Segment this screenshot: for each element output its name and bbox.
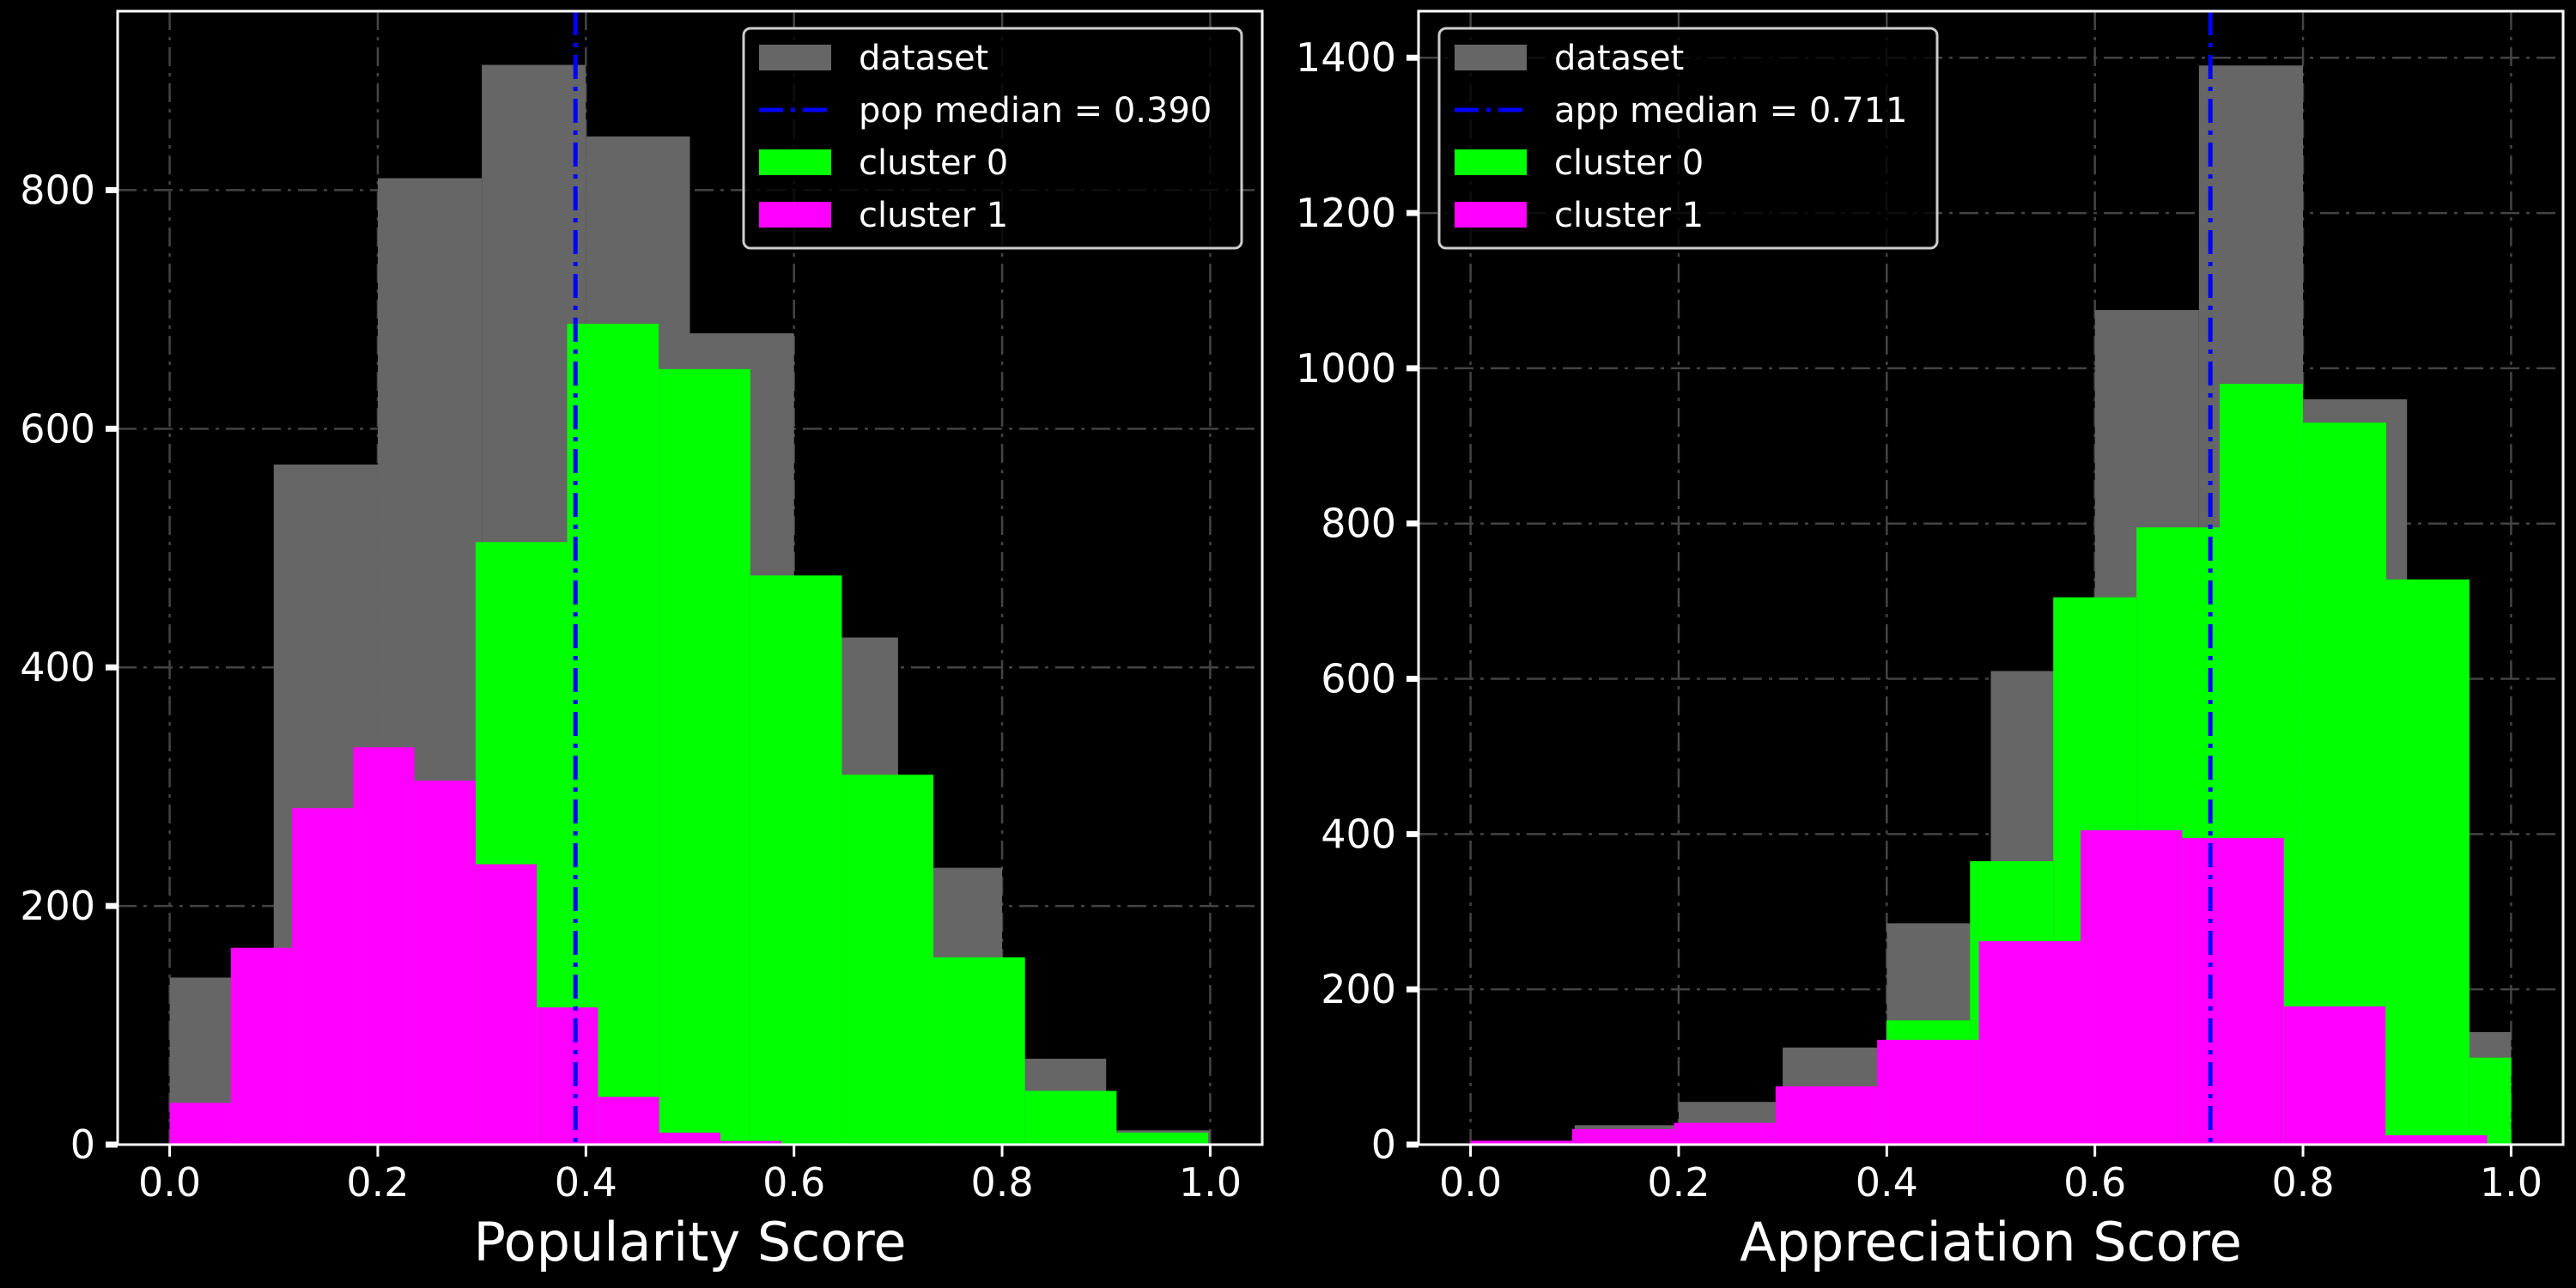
x-tick-label: 0.4 [1856, 1159, 1918, 1206]
x-tick-label: 0.8 [2271, 1159, 2334, 1206]
x-tick-label: 1.0 [2480, 1159, 2543, 1206]
y-tick-label: 600 [1321, 656, 1396, 702]
legend-label: app median = 0.711 [1554, 91, 1907, 131]
x-axis-label: Appreciation Score [1740, 1211, 2242, 1273]
y-tick-label: 800 [1321, 501, 1396, 547]
y-tick-label: 0 [1371, 1121, 1396, 1168]
y-tick-label: 800 [20, 167, 95, 213]
y-tick-label: 1200 [1296, 190, 1396, 236]
x-tick-label: 0.0 [1439, 1159, 1502, 1206]
bar-cluster-1-9 [720, 1140, 782, 1145]
axes-frame [116, 9, 1264, 1146]
bar-cluster-0-5 [933, 957, 1025, 1145]
bar-cluster-1-7 [2182, 837, 2284, 1145]
bar-cluster-1-8 [2283, 1006, 2386, 1145]
x-tick-label: 0.8 [970, 1159, 1033, 1206]
popularity-histogram-panel: 0.0 0.2 0.4 0.6 0.8 1.0 0 200 400 600 800 Popularit… [20, 9, 1264, 1273]
x-axis-label: Popularity Score [473, 1211, 906, 1273]
bar-cluster-1-8 [659, 1133, 720, 1145]
legend-swatch [1455, 149, 1527, 175]
legend-box [742, 27, 1243, 250]
y-tick-label: 1400 [1296, 34, 1396, 81]
bar-cluster-1-0 [1470, 1140, 1572, 1145]
legend-label: cluster 1 [1554, 196, 1704, 235]
bar-cluster-1-2 [1674, 1122, 1776, 1145]
bar-cluster-0-3 [750, 575, 842, 1145]
legend-swatch [759, 45, 831, 70]
y-tick-label: 200 [1321, 966, 1396, 1012]
bar-cluster-0-2 [659, 368, 750, 1145]
bar-cluster-1-5 [475, 864, 538, 1145]
bar-cluster-0-6 [2385, 579, 2470, 1145]
bar-cluster-1-4 [414, 781, 476, 1145]
x-tick-label: 0.6 [2063, 1159, 2126, 1206]
legend-label: cluster 0 [859, 143, 1008, 183]
bar-cluster-1-1 [1571, 1128, 1674, 1145]
x-tick-label: 0.2 [346, 1159, 409, 1206]
legend: dataset pop median = 0.390 cluster 0 cluste… [742, 27, 1243, 250]
x-tick-label: 0.4 [555, 1159, 617, 1206]
y-tick-label: 600 [20, 405, 95, 452]
x-tick-label: 0.2 [1647, 1159, 1710, 1206]
x-tick-label: 0.6 [762, 1159, 825, 1206]
bar-cluster-1-6 [537, 1007, 598, 1145]
legend-swatch [1455, 45, 1527, 70]
legend-label: cluster 1 [859, 196, 1008, 235]
bar-cluster-1-7 [598, 1097, 659, 1145]
bar-cluster-1-6 [2080, 829, 2183, 1145]
bar-cluster-1-5 [1978, 941, 2081, 1145]
y-tick-label: 400 [1321, 811, 1396, 857]
bar-cluster-0-7 [2469, 1057, 2512, 1145]
legend-label: pop median = 0.390 [859, 91, 1212, 131]
bar-cluster-0-7 [1116, 1133, 1208, 1145]
legend-swatch [1455, 202, 1527, 228]
x-tick-label: 0.0 [138, 1159, 201, 1206]
bar-cluster-0-6 [1024, 1091, 1117, 1145]
legend-label: dataset [1554, 39, 1684, 78]
appreciation-histogram-panel: 0.0 0.2 0.4 0.6 0.8 1.0 0 200 400 600 800 1000 1200 1… [1296, 9, 2565, 1273]
legend-label: dataset [859, 39, 988, 78]
legend-box [1437, 27, 1939, 250]
bar-cluster-1-2 [292, 808, 354, 1145]
legend-label: cluster 0 [1554, 143, 1704, 183]
legend-swatch [759, 202, 831, 228]
bar-cluster-1-4 [1877, 1039, 1979, 1145]
bar-cluster-0-4 [841, 775, 934, 1145]
bar-cluster-1-1 [230, 947, 293, 1145]
y-tick-label: 400 [20, 644, 95, 690]
bar-cluster-1-9 [2385, 1135, 2488, 1145]
legend: dataset app median = 0.711 cluster 0 cluste… [1437, 27, 1939, 250]
y-tick-label: 0 [70, 1121, 95, 1168]
y-tick-label: 200 [20, 883, 95, 929]
y-tick-label: 1000 [1296, 345, 1396, 392]
bar-cluster-1-3 [353, 747, 415, 1145]
bar-cluster-1-3 [1775, 1086, 1878, 1145]
legend-swatch [759, 149, 831, 175]
x-tick-label: 1.0 [1179, 1159, 1242, 1206]
axes-frame [1417, 9, 2565, 1146]
bar-cluster-1-0 [169, 1103, 231, 1145]
